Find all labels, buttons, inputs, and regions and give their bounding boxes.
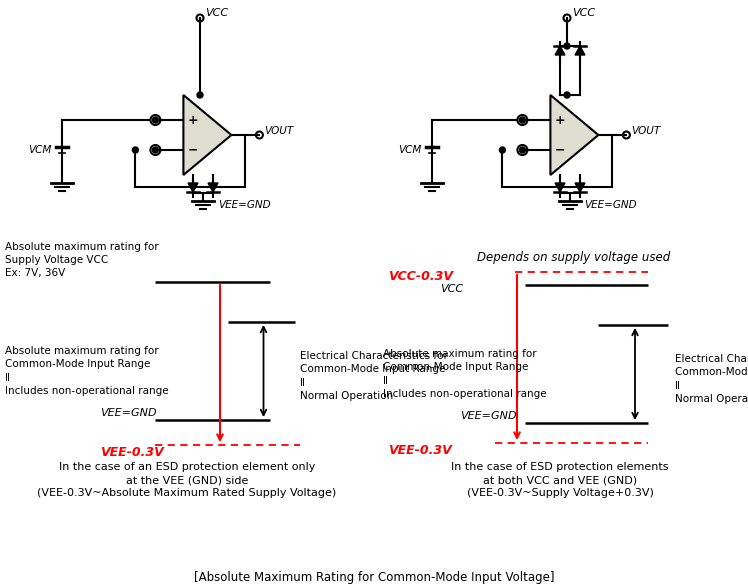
- Text: +: +: [555, 113, 565, 126]
- Text: VEE=GND: VEE=GND: [584, 199, 637, 209]
- Text: VOUT: VOUT: [264, 126, 294, 136]
- Polygon shape: [188, 183, 198, 192]
- Text: VCC: VCC: [572, 8, 595, 18]
- Text: In the case of ESD protection elements
at both VCC and VEE (GND)
(VEE-0.3V~Suppl: In the case of ESD protection elements a…: [451, 462, 669, 499]
- Text: +: +: [188, 113, 199, 126]
- Text: VEE-0.3V: VEE-0.3V: [100, 446, 164, 459]
- Polygon shape: [208, 183, 218, 192]
- Circle shape: [519, 117, 525, 123]
- Circle shape: [197, 92, 203, 98]
- Text: VCC: VCC: [205, 8, 228, 18]
- Circle shape: [132, 147, 138, 153]
- Circle shape: [153, 117, 159, 123]
- Circle shape: [564, 92, 570, 98]
- Polygon shape: [575, 183, 585, 192]
- Text: VCM: VCM: [28, 145, 52, 155]
- Circle shape: [153, 147, 159, 153]
- Text: VCC: VCC: [440, 284, 463, 294]
- Text: −: −: [555, 143, 565, 156]
- Circle shape: [519, 147, 525, 153]
- Text: VEE=GND: VEE=GND: [100, 408, 156, 418]
- Text: VEE=GND: VEE=GND: [218, 199, 271, 209]
- Text: Depends on supply voltage used: Depends on supply voltage used: [477, 252, 671, 265]
- Text: VEE-0.3V: VEE-0.3V: [388, 445, 452, 457]
- Polygon shape: [551, 95, 598, 175]
- Text: −: −: [188, 143, 199, 156]
- Text: Electrical Characteristics for
Common-Mode Input Range
Ⅱ
Normal Operation: Electrical Characteristics for Common-Mo…: [300, 351, 448, 401]
- Text: Absolute maximum rating for
Common-Mode Input Range
Ⅱ
Includes non-operational r: Absolute maximum rating for Common-Mode …: [5, 346, 168, 396]
- Text: Absolute maximum rating for
Supply Voltage VCC
Ex: 7V, 36V: Absolute maximum rating for Supply Volta…: [5, 242, 159, 278]
- Polygon shape: [555, 46, 565, 55]
- Text: VCC-0.3V: VCC-0.3V: [388, 269, 453, 282]
- Polygon shape: [575, 46, 585, 55]
- Text: VEE=GND: VEE=GND: [460, 411, 517, 421]
- Text: In the case of an ESD protection element only
at the VEE (GND) side
(VEE-0.3V~Ab: In the case of an ESD protection element…: [37, 462, 337, 499]
- Circle shape: [564, 43, 570, 49]
- Polygon shape: [183, 95, 231, 175]
- Text: VOUT: VOUT: [631, 126, 660, 136]
- Text: VCM: VCM: [399, 145, 422, 155]
- Text: Absolute maximum rating for
Common-Mode Input Range
Ⅱ
Includes non-operational r: Absolute maximum rating for Common-Mode …: [383, 349, 547, 399]
- Circle shape: [500, 147, 506, 153]
- Text: [Absolute Maximum Rating for Common-Mode Input Voltage]: [Absolute Maximum Rating for Common-Mode…: [194, 572, 554, 584]
- Text: Electrical Characteristics for
Common-Mode Input Range
Ⅱ
Normal Operation: Electrical Characteristics for Common-Mo…: [675, 354, 748, 404]
- Polygon shape: [555, 183, 565, 192]
